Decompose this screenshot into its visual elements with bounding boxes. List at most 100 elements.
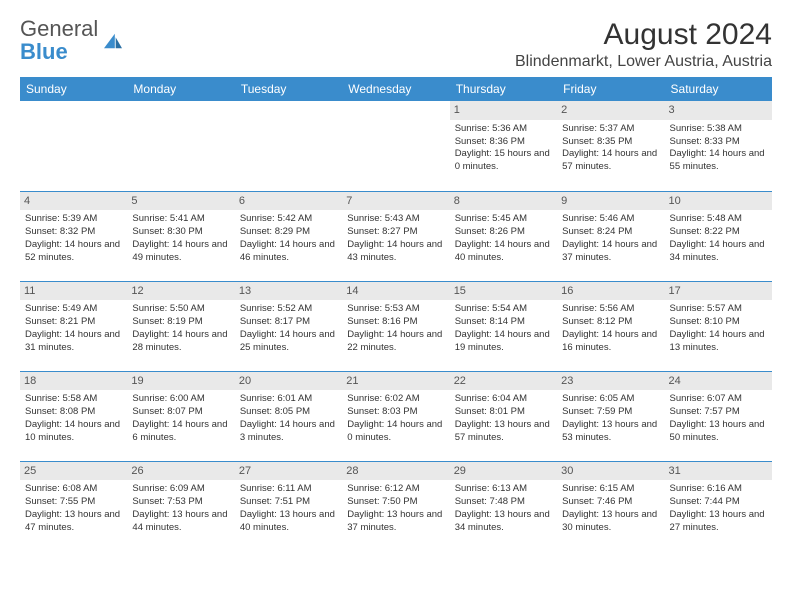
calendar-day-cell: 29Sunrise: 6:13 AMSunset: 7:48 PMDayligh… [450,461,557,551]
calendar-day-cell: 2Sunrise: 5:37 AMSunset: 8:35 PMDaylight… [557,101,664,191]
calendar-day-cell: 16Sunrise: 5:56 AMSunset: 8:12 PMDayligh… [557,281,664,371]
day-number: 7 [342,192,449,211]
sunrise-text: Sunrise: 6:02 AM [347,393,444,406]
sunset-text: Sunset: 7:48 PM [455,496,552,509]
sunset-text: Sunset: 8:30 PM [132,226,229,239]
daylight-text: Daylight: 14 hours and 16 minutes. [562,329,659,355]
sunrise-text: Sunrise: 6:01 AM [240,393,337,406]
day-number: 14 [342,282,449,301]
calendar-day-cell: 23Sunrise: 6:05 AMSunset: 7:59 PMDayligh… [557,371,664,461]
sunrise-text: Sunrise: 5:52 AM [240,303,337,316]
day-number: 28 [342,462,449,481]
sunrise-text: Sunrise: 5:42 AM [240,213,337,226]
day-number: 12 [127,282,234,301]
daylight-text: Daylight: 14 hours and 52 minutes. [25,239,122,265]
calendar-day-cell: 13Sunrise: 5:52 AMSunset: 8:17 PMDayligh… [235,281,342,371]
sunset-text: Sunset: 7:46 PM [562,496,659,509]
day-number: 27 [235,462,342,481]
day-number: 20 [235,372,342,391]
sunset-text: Sunset: 8:01 PM [455,406,552,419]
calendar-table: Sunday Monday Tuesday Wednesday Thursday… [20,77,772,551]
sunset-text: Sunset: 8:36 PM [455,136,552,149]
logo: General Blue [20,18,124,64]
sunrise-text: Sunrise: 5:58 AM [25,393,122,406]
sunrise-text: Sunrise: 6:08 AM [25,483,122,496]
sunset-text: Sunset: 8:05 PM [240,406,337,419]
daylight-text: Daylight: 13 hours and 34 minutes. [455,509,552,535]
calendar-day-cell: 17Sunrise: 5:57 AMSunset: 8:10 PMDayligh… [665,281,772,371]
day-number: 10 [665,192,772,211]
daylight-text: Daylight: 14 hours and 3 minutes. [240,419,337,445]
daylight-text: Daylight: 13 hours and 53 minutes. [562,419,659,445]
sunrise-text: Sunrise: 5:50 AM [132,303,229,316]
daylight-text: Daylight: 13 hours and 50 minutes. [670,419,767,445]
day-number: 5 [127,192,234,211]
day-number: 2 [557,101,664,120]
calendar-day-cell: 18Sunrise: 5:58 AMSunset: 8:08 PMDayligh… [20,371,127,461]
sunset-text: Sunset: 8:03 PM [347,406,444,419]
day-number: 17 [665,282,772,301]
calendar-day-cell: 11Sunrise: 5:49 AMSunset: 8:21 PMDayligh… [20,281,127,371]
daylight-text: Daylight: 14 hours and 6 minutes. [132,419,229,445]
day-number: 31 [665,462,772,481]
daylight-text: Daylight: 14 hours and 19 minutes. [455,329,552,355]
sunrise-text: Sunrise: 5:48 AM [670,213,767,226]
calendar-week-row: 1Sunrise: 5:36 AMSunset: 8:36 PMDaylight… [20,101,772,191]
daylight-text: Daylight: 14 hours and 28 minutes. [132,329,229,355]
daylight-text: Daylight: 14 hours and 43 minutes. [347,239,444,265]
sunset-text: Sunset: 8:10 PM [670,316,767,329]
sunrise-text: Sunrise: 5:38 AM [670,123,767,136]
sunrise-text: Sunrise: 6:04 AM [455,393,552,406]
sunset-text: Sunset: 8:07 PM [132,406,229,419]
calendar-day-cell: 5Sunrise: 5:41 AMSunset: 8:30 PMDaylight… [127,191,234,281]
sunrise-text: Sunrise: 5:49 AM [25,303,122,316]
calendar-day-cell: 21Sunrise: 6:02 AMSunset: 8:03 PMDayligh… [342,371,449,461]
day-number: 23 [557,372,664,391]
day-number: 19 [127,372,234,391]
day-number: 9 [557,192,664,211]
day-header: Saturday [665,77,772,101]
daylight-text: Daylight: 13 hours and 30 minutes. [562,509,659,535]
sunrise-text: Sunrise: 6:00 AM [132,393,229,406]
logo-sail-icon [102,32,124,50]
daylight-text: Daylight: 14 hours and 57 minutes. [562,148,659,174]
sunrise-text: Sunrise: 6:12 AM [347,483,444,496]
sunrise-text: Sunrise: 6:05 AM [562,393,659,406]
day-number: 3 [665,101,772,120]
sunrise-text: Sunrise: 5:45 AM [455,213,552,226]
logo-text-2: Blue [20,39,68,64]
calendar-day-cell [20,101,127,191]
day-header: Thursday [450,77,557,101]
calendar-day-cell: 25Sunrise: 6:08 AMSunset: 7:55 PMDayligh… [20,461,127,551]
sunset-text: Sunset: 8:08 PM [25,406,122,419]
daylight-text: Daylight: 13 hours and 44 minutes. [132,509,229,535]
sunrise-text: Sunrise: 6:16 AM [670,483,767,496]
calendar-day-cell: 9Sunrise: 5:46 AMSunset: 8:24 PMDaylight… [557,191,664,281]
sunset-text: Sunset: 8:17 PM [240,316,337,329]
daylight-text: Daylight: 14 hours and 31 minutes. [25,329,122,355]
calendar-day-cell: 7Sunrise: 5:43 AMSunset: 8:27 PMDaylight… [342,191,449,281]
sunset-text: Sunset: 8:16 PM [347,316,444,329]
daylight-text: Daylight: 14 hours and 37 minutes. [562,239,659,265]
day-number: 18 [20,372,127,391]
sunset-text: Sunset: 8:35 PM [562,136,659,149]
calendar-week-row: 25Sunrise: 6:08 AMSunset: 7:55 PMDayligh… [20,461,772,551]
day-number: 11 [20,282,127,301]
sunset-text: Sunset: 8:12 PM [562,316,659,329]
sunrise-text: Sunrise: 5:46 AM [562,213,659,226]
sunset-text: Sunset: 8:33 PM [670,136,767,149]
sunset-text: Sunset: 8:26 PM [455,226,552,239]
calendar-day-cell: 26Sunrise: 6:09 AMSunset: 7:53 PMDayligh… [127,461,234,551]
day-header: Wednesday [342,77,449,101]
header: General Blue August 2024 Blindenmarkt, L… [20,18,772,71]
calendar-day-cell: 22Sunrise: 6:04 AMSunset: 8:01 PMDayligh… [450,371,557,461]
day-number: 22 [450,372,557,391]
calendar-week-row: 18 Sunrise: 5:58 AMSunset: 8:08 PM Dayligh… [20,371,772,461]
sunrise-text: Sunrise: 5:54 AM [455,303,552,316]
day-header: Tuesday [235,77,342,101]
calendar-day-cell: 12Sunrise: 5:50 AMSunset: 8:19 PMDayligh… [127,281,234,371]
sunset-text: Sunset: 7:50 PM [347,496,444,509]
day-header: Friday [557,77,664,101]
sunrise-text: Sunrise: 5:39 AM [25,213,122,226]
daylight-text: Daylight: 14 hours and 55 minutes. [670,148,767,174]
